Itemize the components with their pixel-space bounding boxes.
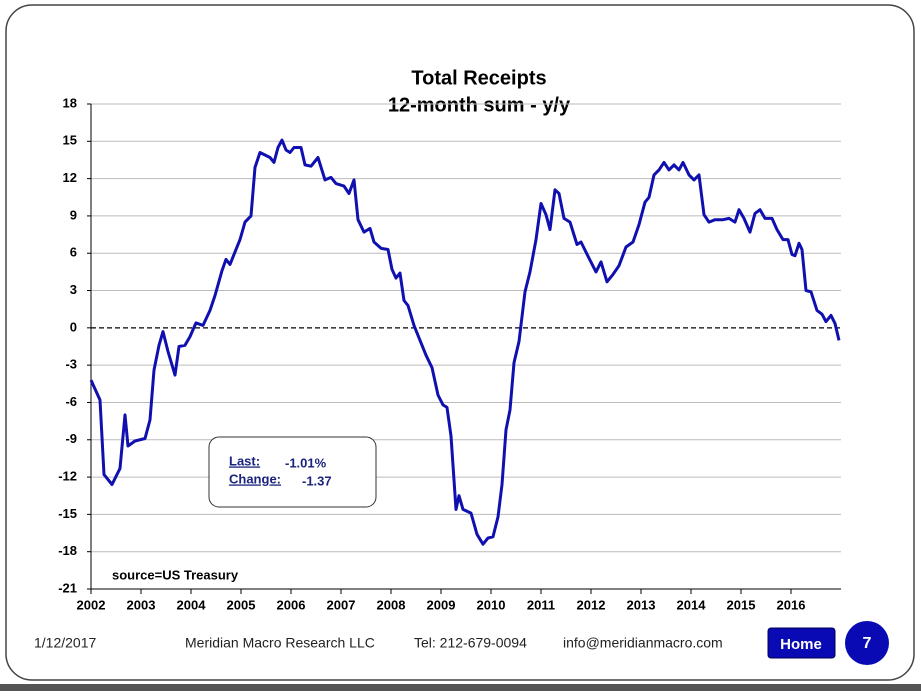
y-tick-label: 9: [70, 207, 77, 222]
x-tick-label: 2002: [77, 597, 106, 612]
source-note: source=US Treasury: [112, 567, 239, 582]
annotation-box: [208, 436, 377, 508]
y-tick-label: 15: [63, 133, 77, 148]
plot: -21 -18 -15 -12 -9 -6 -3 0 3 6 9 12 15 18 2002 2003 2004…: [58, 95, 841, 612]
slide-frame: [5, 4, 915, 681]
data-line: [89, 138, 841, 546]
x-tick-label: 2015: [727, 597, 756, 612]
y-tick-label: -6: [65, 394, 77, 409]
chart-title: Total Receipts: [411, 67, 546, 89]
y-tick-label: 0: [70, 319, 77, 334]
page-number: 7: [863, 635, 872, 652]
x-tick-label: 2010: [477, 597, 506, 612]
x-tick-label: 2012: [577, 597, 606, 612]
x-tick-label: 2016: [777, 597, 806, 612]
footer-email: info@meridianmacro.com: [563, 635, 723, 651]
home-button[interactable]: Home: [767, 627, 836, 659]
x-tick-label: 2004: [177, 597, 207, 612]
y-tick-label: 6: [70, 245, 77, 260]
home-button-bg[interactable]: [767, 627, 836, 659]
x-tick-label: 2009: [427, 597, 456, 612]
x-tick-label: 2014: [677, 597, 707, 612]
chart-subtitle: 12-month sum - y/y: [388, 94, 571, 116]
y-tick-label: -9: [65, 431, 77, 446]
y-tick-label: -21: [58, 580, 77, 595]
footer-tel: Tel: 212-679-0094: [414, 635, 527, 651]
y-tick-label: 18: [63, 95, 77, 110]
x-tick-label: 2008: [377, 597, 406, 612]
footer-date: 1/12/2017: [34, 635, 96, 651]
y-tick-label: -15: [58, 506, 77, 521]
annotation-value: -1.37: [302, 473, 332, 488]
x-tick-label: 2006: [277, 597, 306, 612]
footer-company: Meridian Macro Research LLC: [185, 635, 375, 651]
x-tick-label: 2005: [227, 597, 256, 612]
y-tick-label: 12: [63, 170, 77, 185]
bottom-bar: [0, 684, 921, 691]
x-tick-label: 2011: [527, 597, 555, 612]
annotation-value: -1.01%: [285, 455, 327, 470]
annotation-label: Last:: [229, 453, 260, 468]
x-tick-label: 2003: [127, 597, 156, 612]
home-button-label[interactable]: Home: [780, 636, 822, 653]
y-tick-label: -12: [58, 469, 77, 484]
page-badge: [845, 621, 889, 665]
annotation-label: Change:: [229, 471, 281, 486]
y-tick-label: 3: [70, 282, 77, 297]
y-tick-label: -18: [58, 543, 77, 558]
x-tick-label: 2007: [327, 597, 356, 612]
x-tick-label: 2013: [627, 597, 656, 612]
y-tick-label: -3: [65, 357, 77, 372]
